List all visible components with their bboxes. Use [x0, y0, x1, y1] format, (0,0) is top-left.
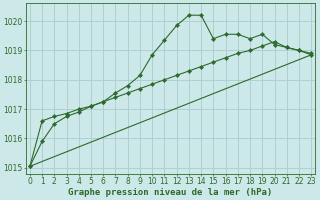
X-axis label: Graphe pression niveau de la mer (hPa): Graphe pression niveau de la mer (hPa) [68, 188, 273, 197]
